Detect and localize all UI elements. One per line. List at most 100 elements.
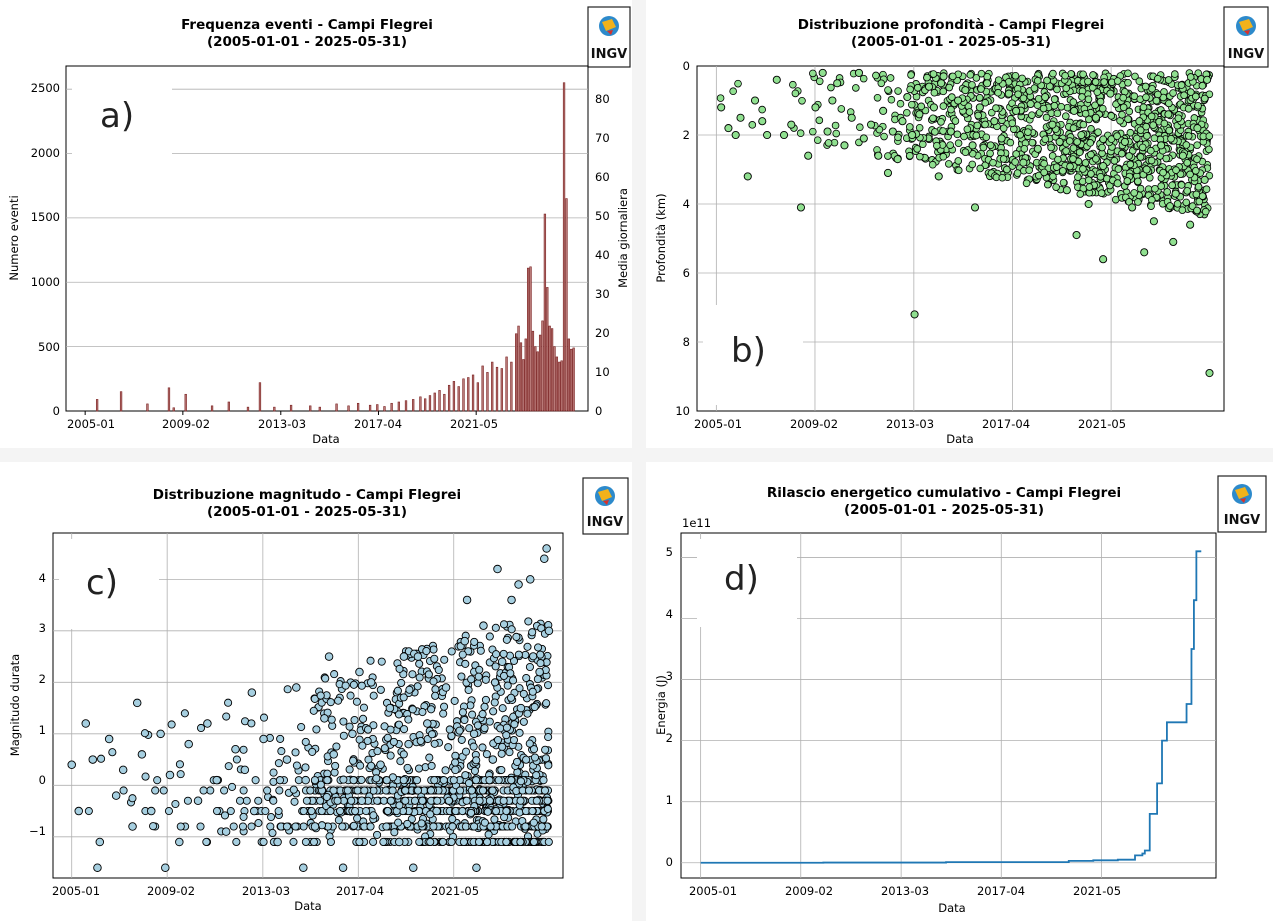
- panel-b-point: [1098, 104, 1107, 113]
- panel-d-title-line2: (2005-01-01 - 2025-05-31): [844, 502, 1044, 518]
- panel-b-point: [1177, 181, 1186, 189]
- panel-b-point: [731, 130, 740, 140]
- panel-b-point: [1012, 106, 1021, 115]
- panel-b-point: [954, 157, 963, 165]
- panel-c-point: [473, 679, 482, 688]
- panel-b-point: [1041, 135, 1050, 144]
- panel-c-label-box: [59, 539, 159, 629]
- panel-a-bar: [95, 399, 99, 412]
- panel-b-point: [1125, 152, 1133, 160]
- panel-a-bar: [491, 361, 494, 412]
- panel-c-point: [400, 725, 409, 734]
- panel-c-point: [541, 745, 550, 754]
- panel-a-bar: [536, 351, 539, 412]
- panel-a-bar: [500, 368, 503, 412]
- panel-c-point: [485, 717, 494, 726]
- panel-c-point: [376, 760, 385, 769]
- panel-c-point: [220, 786, 229, 795]
- panel-b-point: [954, 96, 963, 105]
- panel-c-point: [276, 734, 285, 743]
- panel-c-point: [372, 774, 381, 783]
- panel-b-point: [1006, 138, 1015, 147]
- panel-b-point: [1136, 153, 1145, 161]
- panel-b-point: [859, 134, 868, 143]
- panel-b-point: [998, 173, 1007, 182]
- panel-b-point: [1169, 237, 1178, 246]
- panel-b-point: [1008, 119, 1017, 128]
- panel-b-point: [1062, 186, 1071, 195]
- panel-b-point: [906, 85, 914, 94]
- panel-c-ytick-1: 1: [39, 723, 46, 737]
- panel-b-point: [1142, 165, 1151, 174]
- panel-a-bar: [572, 347, 575, 412]
- panel-a-bar: [505, 356, 508, 412]
- panel-b-point: [976, 164, 985, 173]
- panel-c-point: [355, 667, 364, 677]
- panel-b-point: [1141, 82, 1150, 91]
- panel-b-point: [1069, 155, 1077, 163]
- panel-c-point: [176, 770, 185, 779]
- panel-b-point: [907, 71, 915, 79]
- panel-b-point: [1100, 78, 1108, 86]
- panel-c-point: [386, 751, 395, 760]
- panel-c-point: [382, 822, 391, 831]
- panel-c-point: [499, 649, 508, 658]
- panel-b-point: [856, 123, 864, 132]
- panel-a-bar: [567, 338, 570, 412]
- panel-b-point: [1107, 112, 1116, 120]
- panel-b-point: [758, 105, 766, 114]
- panel-c-point: [522, 673, 531, 683]
- panel-b-point: [750, 96, 760, 105]
- panel-c-point: [415, 837, 424, 847]
- panel-b-point: [946, 141, 954, 149]
- panel-c-point: [301, 763, 310, 772]
- panel-b-point: [1184, 104, 1193, 113]
- panel-b-point: [1061, 71, 1069, 80]
- panel-c-point: [118, 765, 128, 775]
- panel-c-point: [239, 812, 248, 821]
- panel-b-point: [1182, 141, 1191, 149]
- panel-c-point: [485, 632, 494, 641]
- panel-b-point: [1200, 94, 1209, 103]
- panel-b-point: [977, 85, 985, 93]
- panel-c-point: [316, 780, 325, 789]
- panel-b-point: [1157, 182, 1166, 190]
- panel-b-point: [809, 69, 817, 78]
- panel-b-point: [798, 96, 806, 105]
- panel-c-point: [399, 750, 408, 759]
- panel-c-point: [479, 621, 488, 630]
- panel-c-point: [379, 796, 388, 805]
- panel-b-point: [1011, 158, 1019, 166]
- panel-c-ytick-2: 2: [39, 672, 46, 686]
- panel-a-bar: [376, 404, 379, 412]
- panel-c-point: [329, 750, 338, 759]
- panel-c-point: [269, 777, 278, 786]
- panel-b-point: [1081, 159, 1090, 167]
- panel-b-point: [1162, 154, 1171, 163]
- panel-b-point: [923, 73, 931, 82]
- panel-b-point: [982, 133, 991, 142]
- panel-c-point: [492, 807, 501, 816]
- panel-b-xtick-2017: 2017-04: [982, 417, 1030, 431]
- panel-b-point: [1167, 134, 1175, 143]
- panel-c-point: [478, 710, 487, 719]
- panel-b-point: [1069, 124, 1078, 132]
- panel-b-point: [937, 118, 945, 126]
- panel-b-point: [1043, 180, 1052, 189]
- panel-c-point: [509, 676, 518, 685]
- panel-c-point: [339, 731, 348, 740]
- panel-a-bar: [309, 405, 312, 412]
- panel-a-bar: [419, 396, 422, 412]
- panel-a-bars: [95, 82, 575, 412]
- panel-b-point: [908, 130, 917, 140]
- panel-c-point: [301, 775, 310, 785]
- panel-a-bar: [467, 377, 470, 412]
- panel-b-point: [1194, 183, 1203, 191]
- panel-c-point: [349, 821, 358, 830]
- panel-b-point: [1149, 121, 1157, 129]
- panel-c-point: [369, 837, 378, 847]
- panel-b-point: [977, 69, 986, 78]
- panel-b-point: [1020, 144, 1029, 153]
- panel-d-plot-frame: [680, 532, 1217, 879]
- panel-c-ylabel: Magnitudo durata: [8, 654, 22, 756]
